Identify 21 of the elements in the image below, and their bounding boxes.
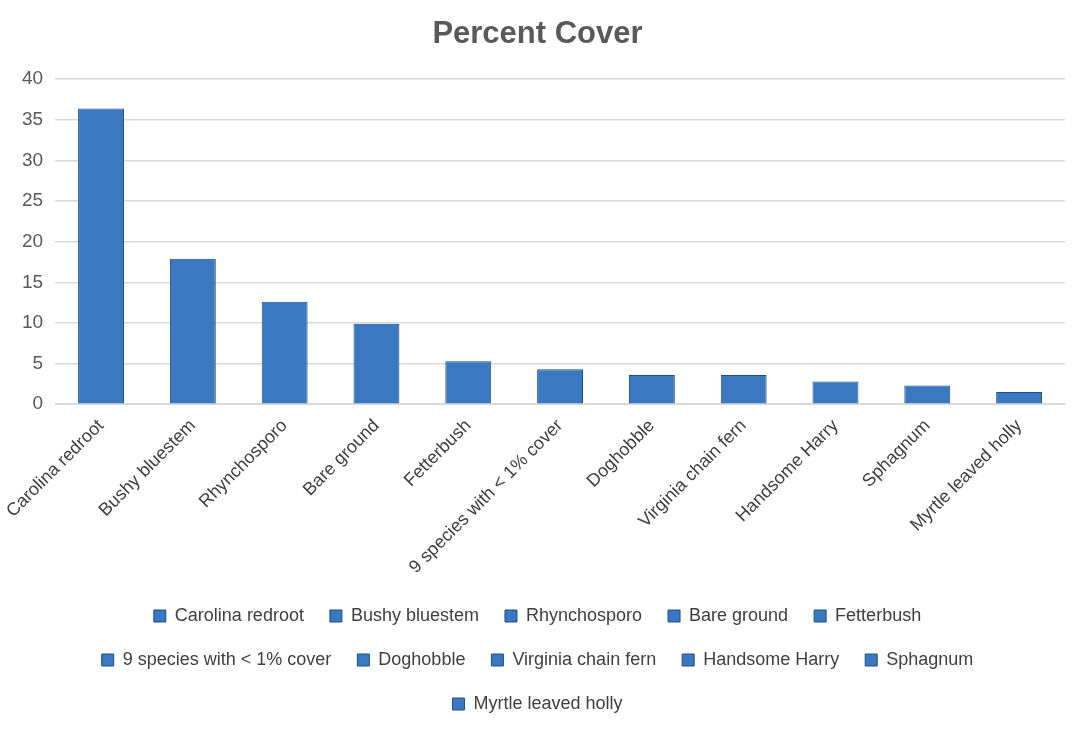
legend-label: Sphagnum: [886, 648, 974, 669]
legend-label: Myrtle leaved holly: [473, 692, 623, 713]
legend-label: 9 species with < 1% cover: [122, 648, 332, 669]
legend-label: Virginia chain fern: [512, 648, 657, 669]
legend-label: Carolina redroot: [174, 604, 304, 625]
legend-label: Handsome Harry: [703, 648, 840, 669]
legend-label: Bushy bluestem: [350, 604, 479, 625]
legend-label: Bare ground: [689, 604, 789, 625]
y-tick-label: 30: [21, 148, 44, 170]
legend-label: Fetterbush: [835, 604, 922, 625]
y-tick-label: 10: [21, 311, 44, 333]
legend-label: Rhynchosporo: [525, 604, 643, 625]
legend-label: Doghobble: [378, 648, 466, 669]
y-tick-label: 25: [21, 189, 44, 211]
y-tick-label: 0: [32, 392, 44, 414]
y-tick-label: 35: [21, 108, 44, 130]
y-tick-label: 20: [21, 229, 44, 251]
y-tick-label: 15: [21, 270, 44, 292]
chart-title: Percent Cover: [432, 15, 643, 51]
y-tick-label: 5: [32, 351, 44, 373]
y-tick-label: 40: [21, 67, 44, 89]
